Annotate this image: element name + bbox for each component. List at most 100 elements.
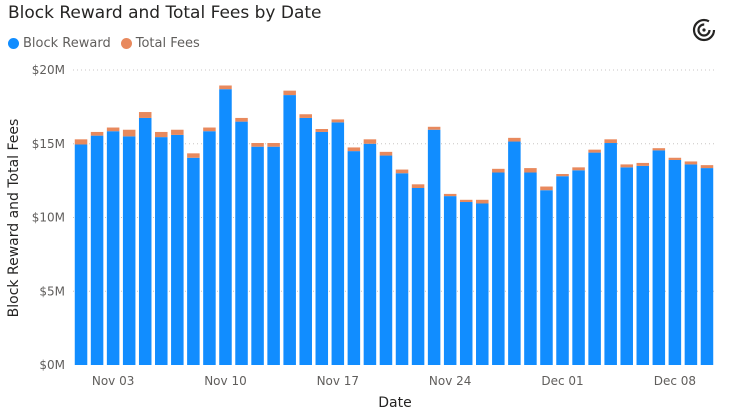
bar-total-fees[interactable] (219, 85, 232, 90)
bar-total-fees[interactable] (636, 162, 650, 166)
bar-block-reward[interactable] (331, 122, 345, 365)
bar-block-reward[interactable] (363, 143, 377, 365)
bar-block-reward[interactable] (540, 190, 553, 365)
y-axis-title: Block Reward and Total Fees (6, 119, 22, 318)
bar-block-reward[interactable] (203, 131, 216, 365)
bar-block-reward[interactable] (347, 151, 361, 365)
bar-total-fees[interactable] (155, 131, 168, 138)
bar-block-reward[interactable] (251, 146, 264, 365)
x-axis-ticks: Nov 03 Nov 10 Nov 17 Nov 24 Dec 01 Dec 08 (92, 374, 696, 388)
bar-block-reward[interactable] (283, 95, 296, 365)
bar-total-fees[interactable] (572, 167, 585, 171)
bar-block-reward[interactable] (171, 134, 184, 365)
bar-total-fees[interactable] (267, 143, 280, 147)
bar-block-reward[interactable] (652, 150, 666, 365)
bar-total-fees[interactable] (203, 127, 216, 132)
bar-total-fees[interactable] (524, 168, 537, 173)
bar-block-reward[interactable] (459, 202, 473, 365)
legend-label-block-reward: Block Reward (23, 36, 111, 51)
bar-block-reward[interactable] (572, 170, 585, 365)
bar-total-fees[interactable] (492, 168, 505, 173)
bar-block-reward[interactable] (299, 117, 312, 365)
bar-total-fees[interactable] (459, 199, 473, 203)
bar-total-fees[interactable] (235, 117, 248, 122)
bar-total-fees[interactable] (427, 126, 441, 130)
legend-dot-block-reward (8, 38, 19, 49)
legend-dot-total-fees (120, 38, 132, 49)
bar-total-fees[interactable] (171, 129, 184, 135)
legend-label-total-fees: Total Fees (135, 36, 200, 51)
bar-block-reward[interactable] (219, 89, 232, 366)
y-tick-label: $5M (39, 284, 65, 298)
bar-total-fees[interactable] (138, 112, 152, 118)
bar-total-fees[interactable] (331, 119, 345, 123)
bar-total-fees[interactable] (187, 153, 200, 158)
y-tick-label: $15M (32, 137, 65, 151)
bar-total-fees[interactable] (379, 151, 393, 156)
x-tick-label: Dec 01 (541, 374, 583, 388)
bar-block-reward[interactable] (588, 152, 601, 365)
bar-block-reward[interactable] (411, 188, 425, 365)
bar-block-reward[interactable] (122, 136, 136, 365)
bar-total-fees[interactable] (106, 127, 120, 132)
bar-block-reward[interactable] (138, 117, 152, 365)
bar-block-reward[interactable] (636, 165, 650, 365)
bar-total-fees[interactable] (395, 169, 409, 174)
y-tick-label: $10M (32, 211, 65, 225)
bar-block-reward[interactable] (684, 164, 698, 365)
bar-total-fees[interactable] (315, 129, 329, 132)
chart-legend: Block Reward Total Fees (8, 36, 210, 51)
bar-total-fees[interactable] (556, 173, 569, 177)
legend-item-block-reward[interactable]: Block Reward (8, 36, 111, 51)
bar-block-reward[interactable] (604, 143, 617, 365)
bar-total-fees[interactable] (443, 193, 457, 197)
bar-block-reward[interactable] (106, 131, 120, 365)
bar-total-fees[interactable] (588, 149, 601, 153)
bar-total-fees[interactable] (668, 157, 682, 160)
bar-block-reward[interactable] (556, 176, 569, 365)
bar-block-reward[interactable] (492, 172, 505, 365)
x-tick-label: Nov 24 (429, 374, 472, 388)
legend-item-total-fees[interactable]: Total Fees (120, 36, 200, 51)
bar-total-fees[interactable] (684, 161, 698, 165)
bar-block-reward[interactable] (90, 135, 104, 365)
bar-total-fees[interactable] (122, 129, 136, 137)
gridlines (73, 69, 715, 292)
bar-block-reward[interactable] (235, 121, 248, 365)
bar-total-fees[interactable] (363, 139, 377, 144)
x-axis-title: Date (378, 395, 411, 411)
x-tick-label: Nov 10 (204, 374, 247, 388)
bar-block-reward[interactable] (267, 146, 280, 365)
bar-total-fees[interactable] (508, 137, 521, 142)
bar-block-reward[interactable] (155, 137, 168, 365)
bar-block-reward[interactable] (700, 168, 714, 365)
x-tick-label: Nov 03 (92, 374, 135, 388)
bar-block-reward[interactable] (668, 159, 682, 365)
bar-total-fees[interactable] (251, 143, 264, 147)
bar-total-fees[interactable] (700, 165, 714, 169)
bar-block-reward[interactable] (620, 167, 633, 365)
bar-block-reward[interactable] (427, 129, 441, 365)
bar-block-reward[interactable] (315, 131, 329, 365)
bar-block-reward[interactable] (379, 155, 393, 365)
bar-block-reward[interactable] (443, 196, 457, 365)
bar-total-fees[interactable] (652, 148, 666, 151)
bar-total-fees[interactable] (540, 186, 553, 191)
bar-total-fees[interactable] (604, 139, 617, 144)
bar-block-reward[interactable] (508, 141, 521, 365)
bar-total-fees[interactable] (620, 164, 633, 168)
bar-total-fees[interactable] (476, 199, 489, 204)
bar-total-fees[interactable] (299, 114, 312, 118)
bar-block-reward[interactable] (524, 172, 537, 365)
bar-total-fees[interactable] (74, 139, 88, 145)
bar-block-reward[interactable] (187, 157, 200, 365)
bar-total-fees[interactable] (90, 131, 104, 136)
bar-total-fees[interactable] (347, 147, 361, 152)
bar-total-fees[interactable] (283, 90, 296, 96)
bar-block-reward[interactable] (74, 144, 88, 365)
bar-block-reward[interactable] (395, 173, 409, 365)
copilot-spiral-icon[interactable] (692, 18, 716, 42)
bar-total-fees[interactable] (411, 184, 425, 188)
bar-block-reward[interactable] (476, 203, 489, 365)
